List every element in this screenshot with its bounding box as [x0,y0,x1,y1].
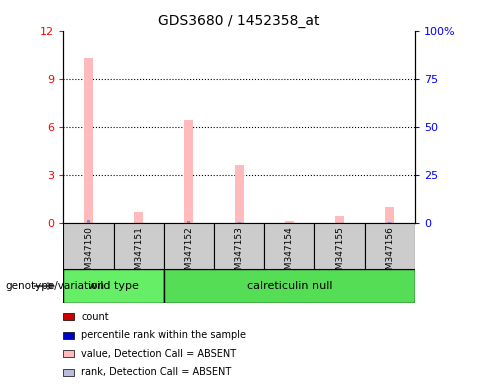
Bar [264,223,314,269]
Bar [335,216,344,223]
Text: GSM347151: GSM347151 [134,227,143,281]
Text: percentile rank within the sample: percentile rank within the sample [81,330,246,340]
Text: GSM347156: GSM347156 [385,227,394,281]
Bar [365,223,415,269]
Bar [187,221,190,223]
Text: count: count [81,312,109,322]
Bar [238,222,241,223]
Bar [214,223,264,269]
Text: GSM347154: GSM347154 [285,227,294,281]
Text: calreticulin null: calreticulin null [246,281,332,291]
Title: GDS3680 / 1452358_at: GDS3680 / 1452358_at [159,14,320,28]
Bar [134,212,143,223]
Text: GSM347152: GSM347152 [184,227,193,281]
Text: rank, Detection Call = ABSENT: rank, Detection Call = ABSENT [81,367,232,377]
Text: value, Detection Call = ABSENT: value, Detection Call = ABSENT [81,349,237,359]
Bar [385,207,394,223]
Bar [388,222,391,223]
Bar [84,58,93,223]
Bar [285,221,294,223]
Bar [164,223,214,269]
Bar [63,223,114,269]
Text: GSM347150: GSM347150 [84,227,93,281]
Bar [314,223,365,269]
Bar [63,269,164,303]
Bar [164,269,415,303]
Text: wild type: wild type [88,281,139,291]
Bar [184,120,193,223]
Text: genotype/variation: genotype/variation [5,281,104,291]
Text: GSM347155: GSM347155 [335,227,344,281]
Bar [87,220,90,223]
Text: GSM347153: GSM347153 [235,227,244,281]
Bar [235,165,244,223]
Bar [114,223,164,269]
